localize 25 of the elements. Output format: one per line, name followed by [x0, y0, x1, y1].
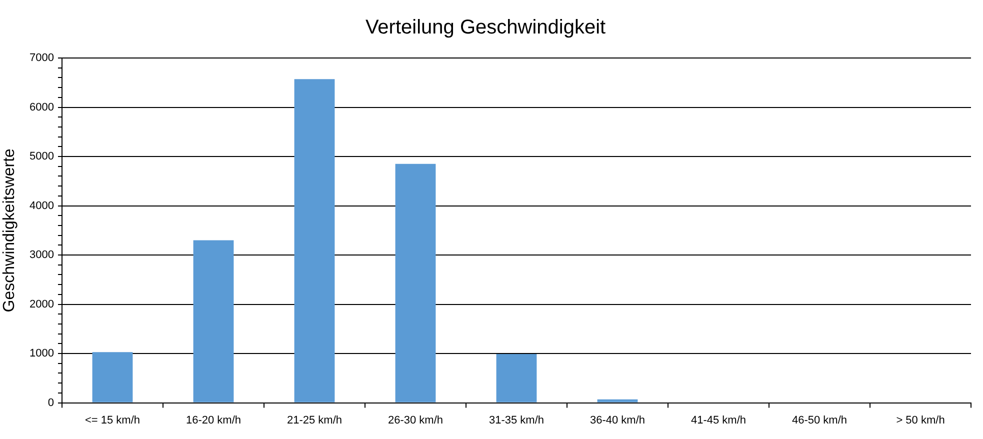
bar: [496, 354, 537, 402]
x-tick-label: 31-35 km/h: [488, 414, 544, 426]
x-tick-label: 41-45 km/h: [690, 414, 746, 426]
y-tick-label: 0: [48, 396, 54, 409]
x-tick-label: 21-25 km/h: [286, 414, 342, 426]
x-tick-label: 36-40 km/h: [590, 414, 646, 426]
bar: [597, 399, 638, 402]
y-tick-label: 4000: [30, 200, 54, 212]
x-tick-label: 26-30 km/h: [388, 414, 444, 426]
y-tick-label: 2000: [30, 298, 54, 310]
x-tick-label: <= 15 km/h: [84, 414, 140, 426]
y-tick-label: 7000: [30, 52, 54, 64]
bar: [92, 352, 133, 402]
bar: [294, 79, 335, 402]
bar: [193, 240, 234, 402]
x-tick-label: 16-20 km/h: [186, 414, 242, 426]
y-tick-label: 5000: [30, 150, 54, 163]
y-tick-label: 3000: [30, 249, 54, 262]
y-axis-title: Geschwindigkeitswerte: [1, 148, 18, 312]
y-tick-label: 1000: [30, 348, 54, 360]
x-tick-label: > 50 km/h: [896, 414, 945, 426]
bar: [395, 164, 436, 402]
y-tick-label: 6000: [30, 101, 54, 114]
x-tick-label: 46-50 km/h: [792, 414, 848, 426]
chart-title: Verteilung Geschwindigkeit: [365, 16, 606, 39]
